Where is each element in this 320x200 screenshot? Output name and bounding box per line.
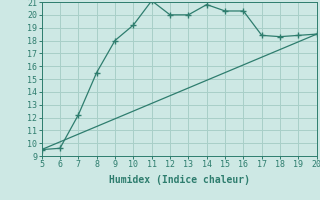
X-axis label: Humidex (Indice chaleur): Humidex (Indice chaleur): [109, 175, 250, 185]
